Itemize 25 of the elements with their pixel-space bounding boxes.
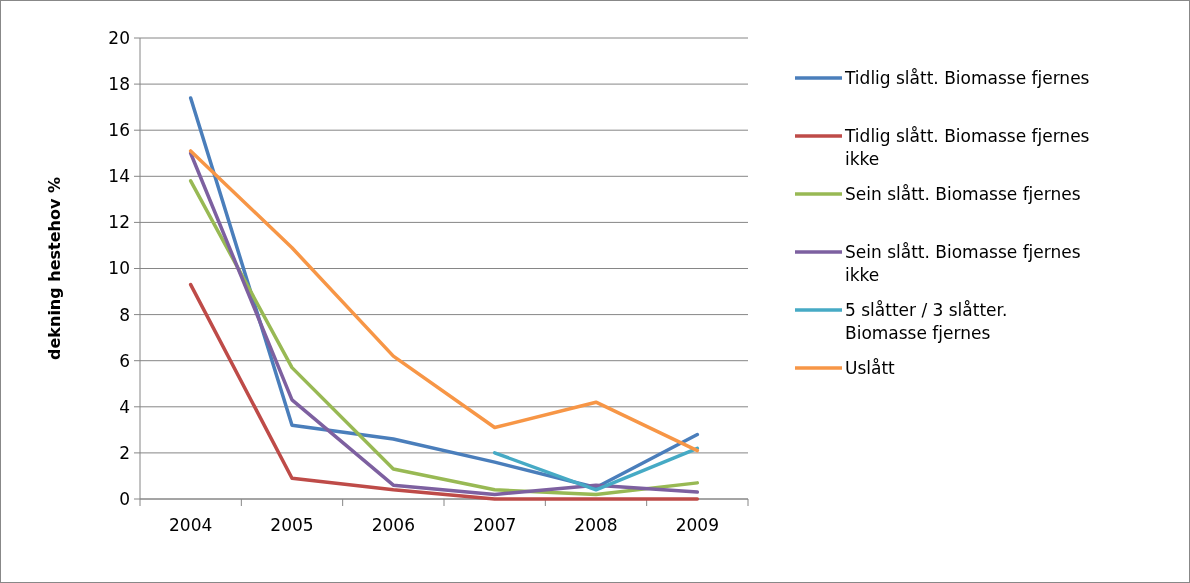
y-tick-label: 12 bbox=[108, 212, 130, 233]
x-tick-label: 2007 bbox=[473, 515, 517, 535]
x-tick-label: 2006 bbox=[371, 515, 415, 535]
y-tick-label: 2 bbox=[119, 442, 130, 463]
x-tick-label: 2009 bbox=[675, 515, 719, 535]
legend-label: Tidlig slått. Biomasse fjernes bbox=[844, 68, 1090, 88]
x-tick-label: 2008 bbox=[574, 515, 618, 535]
line-series bbox=[188, 282, 700, 501]
y-tick-label: 14 bbox=[108, 166, 130, 187]
y-tick-label: 8 bbox=[119, 304, 130, 325]
y-tick-label: 6 bbox=[119, 350, 130, 371]
y-tick-label: 18 bbox=[108, 74, 130, 95]
y-tick-label: 16 bbox=[108, 120, 130, 141]
y-tick-label: 10 bbox=[108, 258, 130, 279]
legend-label: Tidlig slått. Biomasse fjernes ikke bbox=[844, 126, 1090, 169]
legend-label: Uslått bbox=[845, 358, 896, 378]
y-tick-label: 20 bbox=[108, 27, 130, 48]
y-axis-title: dekning hestehov % bbox=[45, 177, 64, 360]
x-tick-label: 2005 bbox=[270, 515, 314, 535]
y-tick-label: 0 bbox=[119, 488, 130, 509]
legend-label: Sein slått. Biomasse fjernes ikke bbox=[845, 242, 1081, 285]
legend-label: Sein slått. Biomasse fjernes bbox=[845, 184, 1081, 204]
x-tick-label: 2004 bbox=[169, 515, 213, 535]
y-tick-label: 4 bbox=[119, 396, 130, 417]
legend-label: 5 slåtter / 3 slåtter. Biomasse fjernes bbox=[845, 300, 1008, 343]
